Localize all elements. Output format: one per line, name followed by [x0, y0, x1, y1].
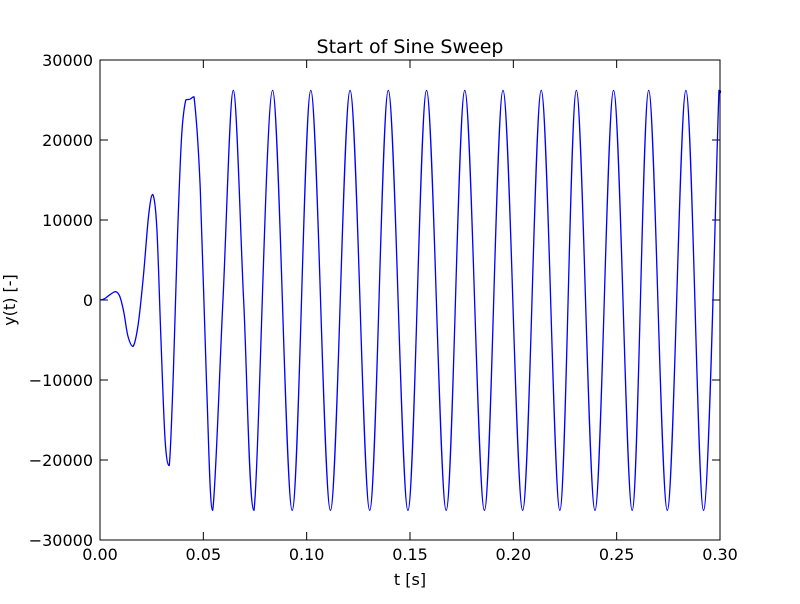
- plot-frame: [99, 59, 721, 541]
- chart-title: Start of Sine Sweep: [317, 36, 504, 58]
- y-tick-label: −30000: [29, 531, 93, 550]
- y-tick-label: −20000: [29, 451, 93, 470]
- x-tick-label: 0.15: [392, 545, 428, 564]
- y-tick-label: 0: [83, 291, 93, 310]
- y-tick-label: −10000: [29, 371, 93, 390]
- x-tick-label: 0.05: [186, 545, 222, 564]
- series-line: [99, 89, 722, 512]
- y-tick-label: 10000: [42, 211, 93, 230]
- x-tick-label: 0.00: [82, 545, 118, 564]
- y-axis-ticks: −30000 −20000 −10000 0 10000 20000 30000: [29, 51, 720, 550]
- x-tick-label: 0.10: [289, 545, 325, 564]
- x-tick-label: 0.25: [599, 545, 635, 564]
- y-axis-label: y(t) [-]: [0, 274, 19, 326]
- x-tick-label: 0.20: [496, 545, 532, 564]
- plot-background: [100, 60, 720, 540]
- x-axis-label: t [s]: [394, 570, 426, 589]
- y-tick-label: 20000: [42, 131, 93, 150]
- y-tick-label: 30000: [42, 51, 93, 70]
- x-tick-label: 0.30: [702, 545, 738, 564]
